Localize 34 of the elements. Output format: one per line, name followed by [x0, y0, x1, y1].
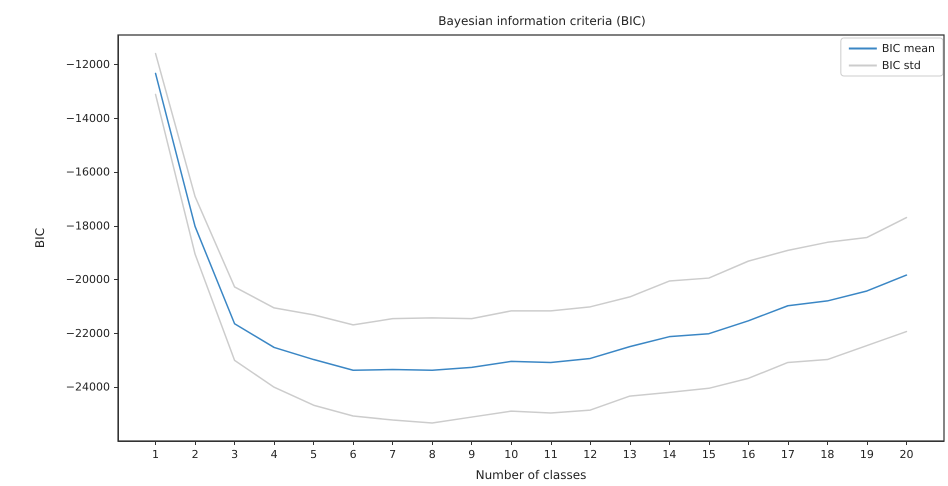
x-tick-label: 17: [780, 448, 795, 461]
y-tick-label: −20000: [66, 273, 110, 286]
x-tick-label: 5: [310, 448, 318, 461]
x-tick-label: 10: [504, 448, 518, 461]
x-tick-label: 11: [544, 448, 558, 461]
y-axis-title: BIC: [33, 228, 47, 248]
y-tick-label: −18000: [66, 219, 110, 232]
x-tick-label: 9: [468, 448, 476, 461]
x-tick-label: 16: [741, 448, 756, 461]
legend-label: BIC std: [882, 59, 921, 72]
chart-title: Bayesian information criteria (BIC): [438, 14, 646, 28]
y-tick-label: −14000: [66, 112, 110, 125]
x-tick-label: 13: [622, 448, 637, 461]
line-series: [154, 94, 908, 424]
legend-label: BIC mean: [882, 42, 936, 55]
x-tick-label: 18: [820, 448, 834, 461]
x-tick-label: 4: [270, 448, 278, 461]
x-tick-label: 15: [702, 448, 716, 461]
y-tick-label: −12000: [66, 58, 110, 72]
x-tick-label: 2: [192, 448, 199, 461]
x-tick-label: 20: [899, 448, 914, 461]
y-tick-label: −16000: [66, 166, 110, 179]
x-tick-label: 3: [231, 448, 238, 461]
line-series: [154, 72, 908, 372]
x-tick-label: 7: [389, 448, 396, 461]
x-axis-title: Number of classes: [476, 468, 586, 482]
y-tick-label: −24000: [66, 380, 110, 394]
x-tick-label: 1: [152, 448, 160, 461]
x-tick-label: 19: [860, 448, 874, 461]
x-tick-label: 8: [428, 448, 436, 461]
x-tick-label: 6: [350, 448, 357, 461]
x-tick-label: 14: [662, 448, 676, 461]
y-tick-label: −22000: [66, 326, 110, 340]
x-tick-label: 12: [583, 448, 598, 461]
